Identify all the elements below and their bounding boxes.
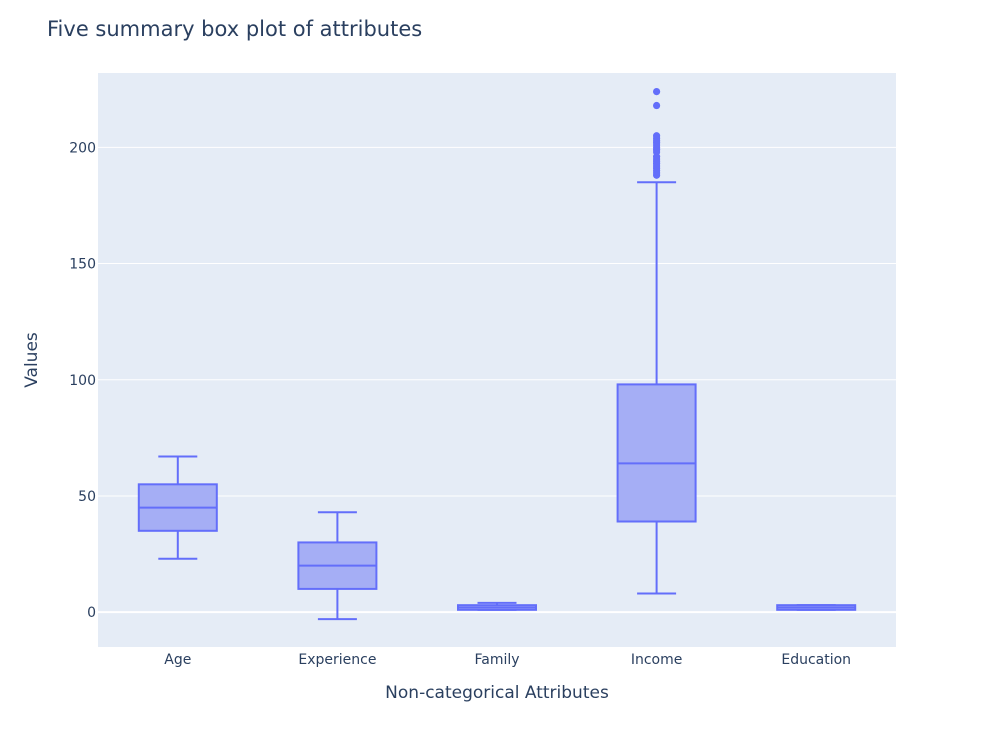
y-tick-label: 150 (69, 257, 96, 273)
box-iqr (616, 383, 697, 523)
boxes (137, 87, 857, 621)
y-tick-label: 50 (78, 489, 96, 505)
x-tick-label: Education (781, 652, 851, 668)
x-tick-label: Income (631, 652, 683, 668)
y-tick-label: 100 (69, 373, 96, 389)
y-tick-label: 0 (87, 605, 96, 621)
outlier-point (653, 101, 661, 110)
x-axis-title: Non-categorical Attributes (385, 683, 609, 703)
y-axis-title: Values (22, 332, 42, 388)
x-tick-label: Age (164, 652, 191, 668)
outlier-point (653, 87, 661, 96)
outlier-point (653, 132, 661, 140)
x-tick-label: Family (474, 652, 519, 668)
chart-title: Five summary box plot of attributes (47, 17, 422, 41)
gridlines (98, 146, 896, 614)
y-tick-labels: 0 50 100 150 200 (69, 140, 96, 621)
x-tick-labels: Age Experience Family Income Education (164, 652, 851, 668)
box-education (776, 604, 857, 611)
y-tick-label: 200 (69, 140, 96, 156)
plot-area (98, 73, 896, 647)
box-age (137, 455, 218, 560)
box-income (616, 87, 697, 595)
box-family (457, 601, 537, 611)
box-experience (297, 511, 378, 621)
x-tick-label: Experience (298, 652, 376, 668)
